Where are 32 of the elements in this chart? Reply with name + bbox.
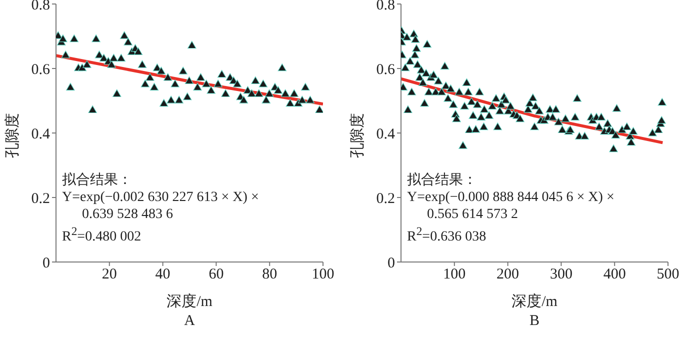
annotation: Y=exp(−0.002 630 227 613 × X) × (62, 189, 259, 206)
x-axis-title: 深度/m (510, 292, 558, 311)
x-tick-label: 100 (312, 266, 334, 283)
annotation: Y=exp(−0.000 888 844 045 6 × X) × (407, 189, 614, 206)
y-tick-label: 0.4 (376, 126, 396, 142)
x-tick-label: 20 (102, 266, 117, 283)
annotation: 拟合结果： (62, 172, 133, 189)
annotation: 拟合结果： (407, 172, 478, 189)
x-tick-label: 300 (550, 266, 572, 283)
x-tick-label: 40 (155, 266, 170, 283)
y-axis-title: 孔隙度 (4, 113, 22, 158)
x-tick-label: 200 (496, 266, 520, 283)
text: B (528, 313, 540, 330)
y-tick-label: 0 (42, 255, 50, 272)
x-tick-label: 80 (262, 266, 278, 283)
text: A (183, 313, 196, 330)
y-tick-label: 0 (388, 255, 395, 272)
annotation: R$^{2}$=0.480 002 (62, 224, 142, 246)
x-tick-label: 60 (208, 266, 224, 283)
x-tick-label: 400 (603, 266, 626, 283)
y-tick-label: 0.4 (31, 126, 50, 142)
y-tick-label: 0.6 (31, 62, 50, 78)
y-tick-label: 0.2 (376, 190, 395, 207)
annotation: 0.639 528 483 6 (81, 206, 174, 223)
y-tick-label: 0.2 (31, 190, 50, 207)
x-axis-title: 深度/m (166, 292, 214, 311)
y-axis-title: 孔隙度 (349, 113, 367, 158)
annotation: 0.565 614 573 2 (426, 206, 519, 223)
x-tick-label: 500 (656, 266, 680, 283)
y-tick-label: 0.6 (376, 62, 396, 78)
x-tick-label: 100 (443, 266, 466, 283)
annotation: R$^{2}$=0.636 038 (407, 224, 488, 246)
